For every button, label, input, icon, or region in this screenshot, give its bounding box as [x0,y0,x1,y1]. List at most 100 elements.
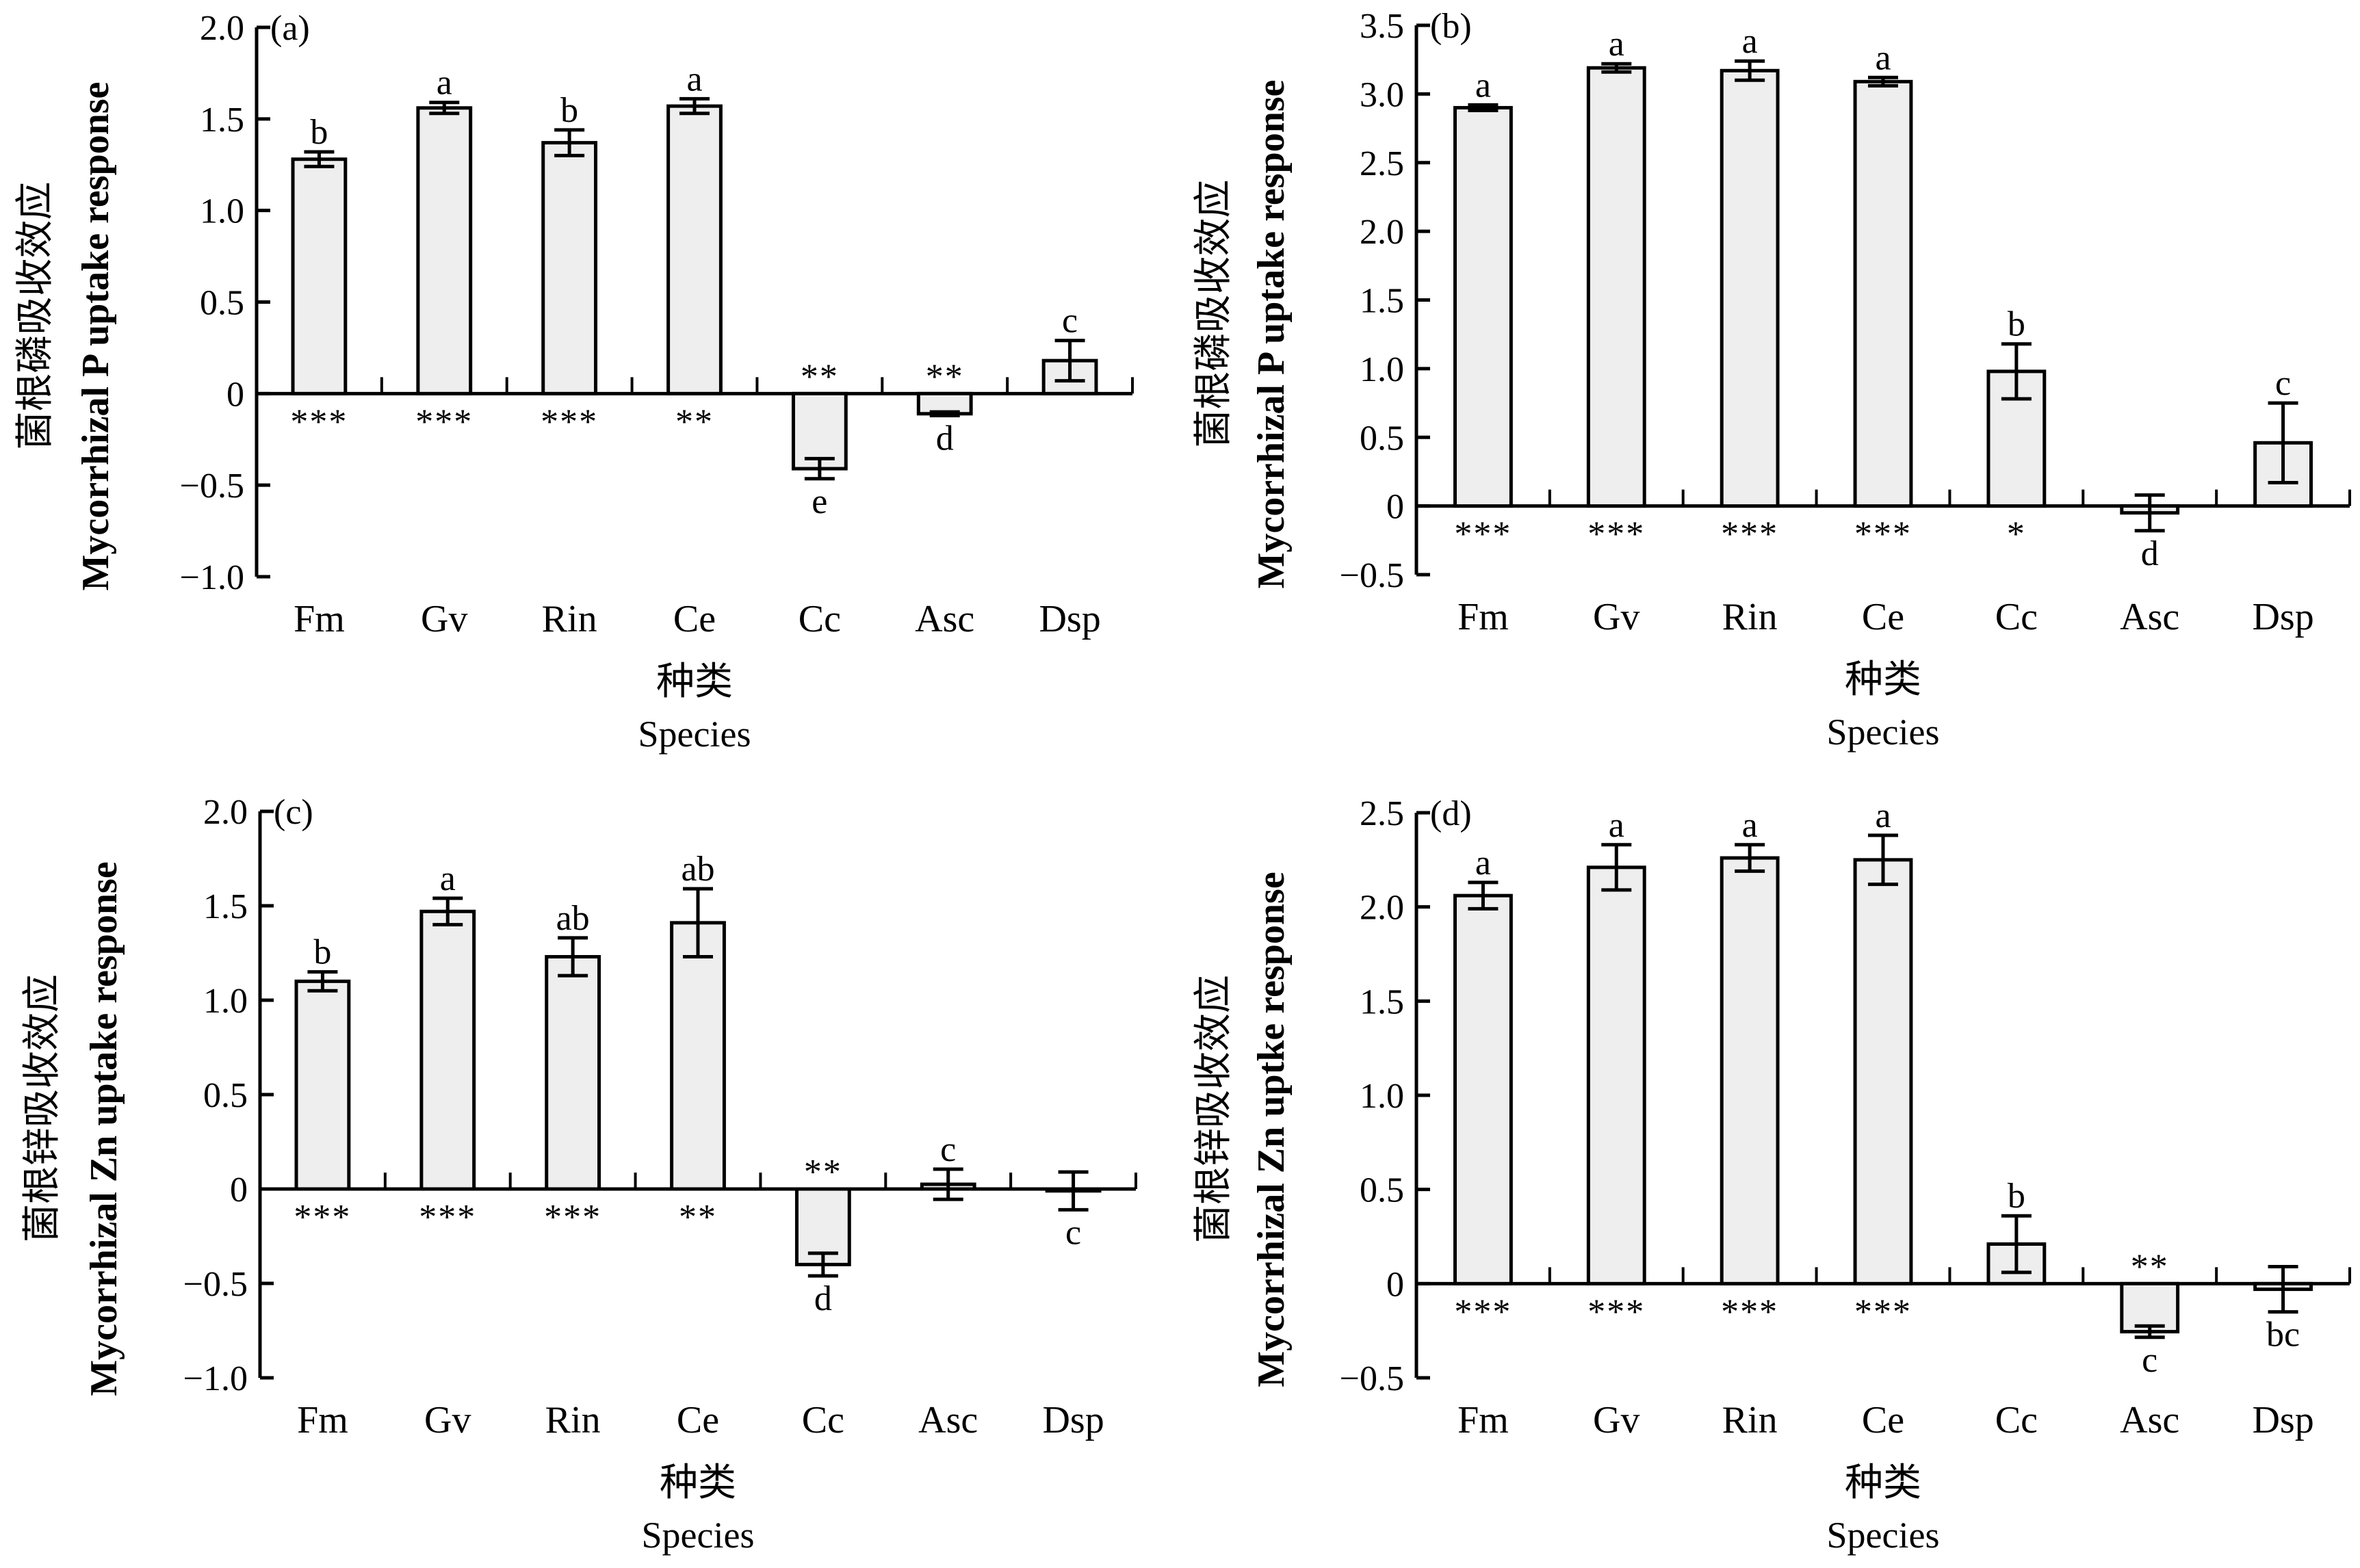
significance-letter: a [1742,806,1758,845]
x-axis-title-cn: 种类 [1845,659,1921,701]
x-tick-label: Ce [677,1399,719,1441]
chart-panel-c: −1.0 −0.5 0 0.5 1.0 1.5 2.0 (c) b *** Fm a *** Gv ab **… [21,793,1137,1556]
x-tick-label: Asc [2120,1399,2179,1441]
bar-gv [1586,66,1646,508]
y-tick-label: 3.5 [1360,7,1404,46]
significance-letter: a [440,859,456,898]
significance-stars: ** [926,357,964,396]
x-tick-label: Gv [1593,1399,1639,1441]
y-tick-label: 1.5 [1360,282,1404,321]
x-tick-label: Ce [1862,1399,1904,1441]
y-tick-label: 1.5 [200,101,244,140]
panel-label: (c) [274,793,313,832]
significance-stars: *** [1854,515,1912,554]
bar-rin [545,955,601,1191]
x-tick-label: Cc [799,598,841,640]
significance-letter: d [814,1279,832,1318]
y-tick-label: 0 [1386,488,1404,527]
x-tick-label: Asc [915,598,974,640]
significance-letter: a [1475,844,1491,883]
x-axis-title-en: Species [1827,711,1940,753]
x-tick-label: Cc [1995,596,2038,638]
y-tick-label: 2.0 [200,9,244,48]
y-tick-label: 1.5 [1360,982,1404,1021]
significance-stars: ** [804,1153,842,1192]
significance-letter: a [1875,38,1891,77]
x-tick-label: Rin [545,1399,601,1441]
significance-letter: e [812,482,827,521]
y-tick-label: 1.0 [1360,1077,1404,1116]
y-axis-title-en: Mycorrhizal P uptake response [1250,79,1293,588]
significance-letter: a [437,64,452,103]
x-axis-title-en: Species [638,714,751,755]
y-axis-title-en: Mycorrhizal Zn uptke response [1250,872,1293,1387]
significance-letter: a [1609,25,1624,64]
bar-fm [1453,893,1513,1285]
significance-stars: *** [541,402,598,441]
y-axis-title-en: Mycorrhizal Zn uptake response [83,861,125,1396]
significance-stars: *** [290,402,348,441]
y-tick-label: 0.5 [1360,419,1404,458]
chart-panel-b: −0.500.51.01.52.02.53.03.5 (b)a***Fma***G… [1193,7,2351,753]
x-tick-label: Cc [802,1399,844,1441]
bar-rin [1720,856,1780,1285]
y-tick-label: 0 [230,1171,248,1210]
significance-letter: a [686,60,702,99]
y-tick-label: 3.0 [1360,75,1404,114]
y-tick-label: 2.0 [203,793,248,832]
y-tick-label: 2.5 [1360,144,1404,183]
x-tick-label: Ce [1862,596,1904,638]
x-tick-label: Gv [421,598,467,640]
significance-letter: b [560,91,578,130]
x-tick-label: Rin [542,598,597,640]
bar-ce [1853,858,1913,1285]
significance-stars: *** [1587,1292,1645,1331]
y-axis-title-cn: 菌根锌吸收效应 [1193,975,1235,1243]
x-tick-label: Rin [1722,1399,1778,1441]
x-axis-title-en: Species [1827,1515,1940,1556]
x-axis-title-cn: 种类 [656,661,733,703]
significance-letter: d [2141,534,2159,573]
significance-letter: a [1875,796,1891,835]
y-axis-title-cn: 菌根磷吸收效应 [1193,180,1235,448]
x-tick-label: Dsp [2252,596,2313,638]
y-tick-label: −1.0 [180,558,244,597]
x-tick-label: Fm [1457,596,1509,638]
significance-letter: c [1065,1213,1081,1252]
y-tick-label: −0.5 [183,1265,248,1304]
bar-gv [419,909,476,1191]
significance-letter: ab [556,899,590,938]
bar-ce [1853,79,1913,508]
y-tick-label: 2.0 [1360,889,1404,928]
x-axis-title-cn: 种类 [1845,1462,1921,1504]
significance-stars: *** [294,1198,351,1237]
chart-panel-d: −0.500.51.01.52.02.5 (d)a***Fma***Gva***R… [1193,794,2351,1556]
x-tick-label: Gv [424,1399,471,1441]
y-tick-label: 1.0 [203,982,248,1021]
x-tick-label: Dsp [1042,1399,1104,1441]
significance-letter: bc [2266,1316,2300,1355]
x-tick-label: Asc [918,1399,978,1441]
x-axis-title-en: Species [642,1515,755,1556]
bar-cc [791,391,848,471]
y-axis-title-en: Mycorrhizal P uptake response [75,81,117,590]
bar-fm [291,157,348,395]
significance-stars: * [2007,515,2026,554]
significance-letter: b [2008,1177,2025,1216]
x-tick-label: Gv [1593,596,1639,638]
significance-stars: ** [679,1198,717,1237]
significance-stars: *** [544,1198,601,1237]
significance-letter: b [313,933,331,972]
x-tick-label: Fm [297,1399,348,1441]
x-tick-label: Dsp [1039,598,1100,640]
significance-stars: *** [419,1198,476,1237]
significance-letter: b [310,113,328,152]
significance-letter: c [2275,364,2291,403]
x-tick-label: Rin [1722,596,1778,638]
significance-letter: c [2142,1341,2157,1380]
bar-gv [416,106,473,395]
x-tick-label: Fm [1457,1399,1509,1441]
panel-label: (b) [1430,7,1472,46]
significance-stars: *** [1721,1292,1778,1331]
panel-label: (d) [1430,794,1472,833]
